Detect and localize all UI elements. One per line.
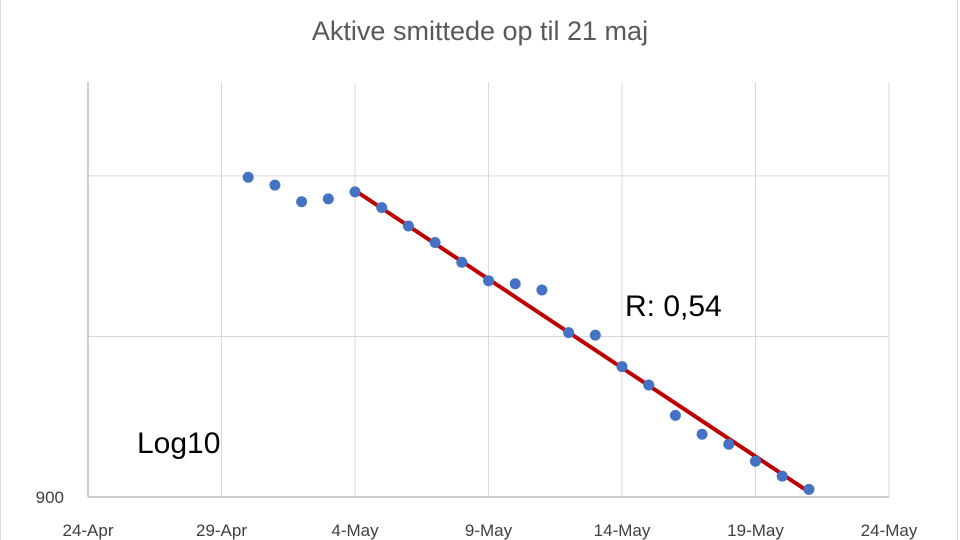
- data-point: [242, 171, 254, 183]
- data-point: [376, 202, 388, 214]
- data-point: [776, 470, 788, 482]
- data-point: [616, 361, 628, 373]
- data-point: [402, 220, 414, 232]
- data-point: [696, 428, 708, 440]
- data-point: [563, 327, 575, 339]
- x-tick-label: 4-May: [331, 521, 379, 540]
- x-tick-label: 24-Apr: [62, 521, 113, 540]
- trendline-layer: [353, 188, 811, 494]
- chart-border-right: [957, 0, 958, 540]
- data-point: [456, 256, 468, 268]
- data-point: [643, 379, 655, 391]
- r-value-annotation: R: 0,54: [625, 290, 722, 323]
- data-point: [750, 455, 761, 467]
- data-point: [723, 438, 735, 450]
- data-point: [536, 284, 548, 296]
- data-point: [509, 278, 521, 290]
- data-point: [322, 193, 334, 205]
- data-point: [589, 329, 601, 341]
- data-point: [429, 237, 441, 249]
- x-tick-label: 9-May: [465, 521, 513, 540]
- x-tick-label: 14-May: [594, 521, 651, 540]
- chart-border-left: [0, 0, 1, 540]
- tick-labels: 24-Apr 29-Apr 4-May 9-May 14-May 19-May 24-May…: [36, 488, 918, 540]
- annotations: R: 0,54 Log10: [137, 290, 722, 460]
- data-point: [483, 275, 494, 287]
- log-scale-annotation: Log10: [137, 427, 220, 460]
- data-point: [349, 186, 361, 198]
- data-points: [242, 171, 815, 495]
- chart-title: Aktive smittede op til 21 maj: [312, 16, 648, 46]
- data-point: [669, 409, 681, 421]
- y-tick-label: 900: [36, 488, 64, 507]
- data-point: [296, 196, 308, 208]
- x-tick-label: 29-Apr: [196, 521, 247, 540]
- x-tick-label: 24-May: [861, 521, 918, 540]
- data-point: [803, 483, 815, 495]
- x-tick-label: 19-May: [727, 521, 784, 540]
- trendline: [353, 188, 811, 494]
- axes: [87, 82, 889, 498]
- data-point: [269, 179, 281, 191]
